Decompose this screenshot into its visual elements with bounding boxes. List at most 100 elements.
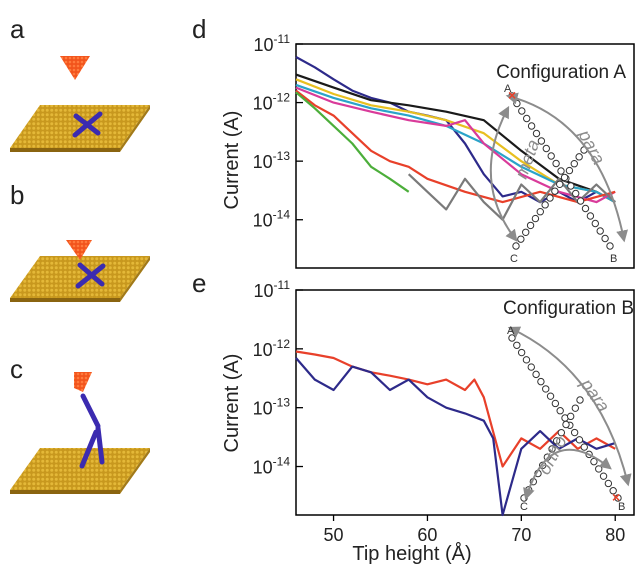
chart-e: 10-11 10-12 10-13 10-14 50 60 70 80 Current (A…: [221, 278, 635, 565]
panel-a: a: [10, 14, 150, 152]
chart-d-chain-1-bead: [518, 107, 526, 115]
chart-d-chain-1-bead: [581, 204, 590, 213]
chart-d-chain-1-bead: [601, 234, 609, 243]
chart-e-title: Configuration B: [503, 298, 634, 319]
chart-d-chain-2-bead: [536, 208, 544, 216]
chart-d-chain-2-bead: [526, 221, 535, 230]
chart-e-chain-1-bead: [599, 472, 608, 480]
chart-d-chain-2-bead: [556, 180, 564, 188]
chart-d-chain-2-bead: [541, 201, 549, 209]
chart-e-chain-1-bead: [614, 494, 622, 502]
molecule-c: [79, 393, 105, 469]
panel-c: c: [10, 354, 150, 494]
chart-d-node-B: B: [610, 253, 617, 265]
gold-surface-edge-b: [10, 298, 120, 302]
chart-d-chain-1-bead: [591, 219, 599, 228]
chart-e-chain-1-bead: [513, 341, 521, 349]
chart-d-chain-2-bead: [570, 160, 578, 168]
gold-surface-a: [10, 105, 150, 148]
chart-d-ytick-label-3: 10-14: [253, 208, 291, 231]
gold-surface-side-c: [120, 448, 150, 494]
chart-d-chain-1-bead: [547, 152, 555, 160]
chart-d-chain-1-bead: [542, 144, 550, 153]
chart-d-chain-2-bead: [551, 187, 559, 195]
chart-e-chain-1-bead: [527, 363, 535, 371]
chart-d-inset: meta para A B C ×: [489, 83, 628, 265]
gold-surface-edge-a: [10, 148, 120, 152]
chart-d-chain-1-bead: [572, 189, 580, 198]
tip-cluster-b: [66, 240, 92, 260]
chart-e-ytick-label-2: 10-13: [253, 396, 291, 419]
chart-d-ytick-label-1: 10-12: [253, 91, 291, 114]
chart-e-yticks: 10-11 10-12 10-13 10-14: [253, 278, 303, 478]
chart-d-node-A: A: [504, 83, 512, 95]
chart-e-chain-1-bead: [542, 385, 550, 393]
chart-e-node-C: C: [520, 501, 528, 513]
chart-e-chain-2-bead: [562, 420, 570, 429]
chart-d-chain-2-bead: [565, 166, 574, 175]
chart-e-para-label: para: [576, 374, 614, 416]
chart-e-chain-1-bead: [570, 428, 579, 437]
tip-cluster-a: [60, 56, 90, 80]
chart-d-marker-x: ×: [508, 87, 516, 103]
chart-e-chain-2-bead: [566, 412, 575, 421]
chart-d-chain-1-bead: [552, 159, 560, 168]
chart-e-ytick-label-3: 10-14: [253, 455, 291, 478]
chart-d-para-label: para: [574, 126, 609, 168]
chart-e-chain-1-bead: [575, 436, 584, 444]
chart-d-chain-2-bead: [517, 235, 525, 243]
panel-b: b: [10, 180, 150, 302]
gold-surface-edge-c: [10, 490, 120, 494]
chart-d-yticks: 10-11 10-12 10-13 10-14: [253, 32, 303, 231]
gold-surface-c: [10, 448, 150, 490]
chart-d-node-C: C: [510, 253, 518, 265]
chart-d-chain-1-bead: [586, 212, 595, 220]
panel-e-label: e: [192, 268, 206, 298]
panel-d-label: d: [192, 14, 206, 44]
chart-d-chain-2-bead: [512, 242, 520, 250]
chart-e-frame: [295, 289, 635, 516]
chart-e-marker-x: ×: [612, 489, 620, 505]
chart-e-xtick-label-3: 80: [605, 525, 625, 545]
chart-e-chain-2-bead: [576, 396, 584, 404]
chart-d-chain-2-bead: [531, 214, 540, 223]
chart-e-inset: para ortho A B C ×: [507, 325, 632, 513]
chart-d-title: Configuration A: [496, 62, 626, 83]
chart-d-series-3: [295, 83, 616, 204]
chart-d-series-7: [407, 173, 616, 221]
chart-d-chain-1-bead: [527, 122, 536, 130]
chart-e-chain-2-bead: [557, 428, 566, 437]
chart-d-frame: [295, 43, 635, 269]
chart-d: 10-11 10-12 10-13 10-14 Current (A) Configu…: [221, 32, 635, 269]
chart-e-ytick-label-0: 10-11: [254, 278, 291, 301]
chart-e-arrow-ortho: [523, 448, 612, 501]
chart-d-chain-2-bead: [575, 153, 583, 161]
chart-d-ytick-label-2: 10-13: [253, 149, 291, 172]
chart-e-arrow-para: [507, 326, 632, 487]
chart-e-xticks: 50 60 70 80: [324, 515, 625, 545]
chart-e-xtick-label-0: 50: [324, 525, 344, 545]
chart-d-chain-1-bead: [557, 167, 565, 175]
chart-e-chain-1-bead: [580, 443, 588, 451]
gold-surface-side-a: [120, 105, 150, 152]
panel-c-label: c: [10, 354, 23, 384]
chart-e-xtick-label-1: 60: [417, 525, 437, 545]
chart-e-chain-1-bead: [604, 479, 613, 488]
chart-e-chain-1-bead: [517, 348, 526, 357]
chart-e-chain-2-bead: [571, 404, 580, 412]
tip-cluster-c: [74, 372, 92, 392]
panel-a-label: a: [10, 14, 25, 44]
chart-d-arrow-para: [505, 92, 628, 243]
chart-e-node-B: B: [618, 501, 625, 513]
chart-e-node-A: A: [507, 325, 515, 337]
chart-e-chain-1-bead: [537, 377, 545, 386]
chart-e-xlabel: Tip height (Å): [352, 542, 471, 565]
chart-e-chain-1-bead: [551, 399, 560, 408]
gold-surface-b: [10, 256, 150, 298]
gold-surface-side-b: [120, 256, 150, 302]
molecule-a: [72, 111, 103, 138]
panel-b-label: b: [10, 180, 24, 210]
chart-d-chain-1-bead: [532, 129, 541, 138]
chart-e-chain-1-bead: [546, 392, 555, 400]
